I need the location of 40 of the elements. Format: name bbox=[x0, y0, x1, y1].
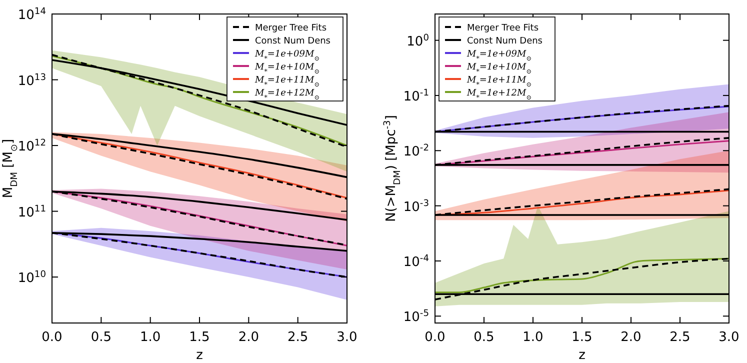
x-tick-label: 3.0 bbox=[336, 330, 358, 345]
x-tick-label: 2.0 bbox=[238, 330, 260, 345]
y-tick-label: 10$^{0}$ bbox=[406, 33, 430, 50]
x-tick-label: 2.0 bbox=[620, 330, 642, 345]
line-series bbox=[435, 258, 729, 294]
x-axis-title: z bbox=[578, 348, 586, 363]
y-tick-label: 10$^{-4}$ bbox=[403, 254, 430, 270]
x-tick-label: 1.0 bbox=[140, 330, 161, 345]
legend-label: M$_{*}$=1e+09M$_{⊙}$ bbox=[254, 50, 320, 62]
x-axis-title: z bbox=[196, 348, 204, 363]
y-tick-label: 10$^{14}$ bbox=[18, 7, 46, 23]
x-tick-label: 0.0 bbox=[42, 330, 62, 345]
x-tick-label: 2.5 bbox=[287, 330, 308, 345]
x-tick-label: 3.0 bbox=[718, 330, 740, 345]
y-tick-label: 10$^{-3}$ bbox=[403, 198, 430, 215]
legend-label: M$_{*}$=1e+11M$_{⊙}$ bbox=[254, 76, 320, 88]
legend-label: M$_{*}$=1e+12M$_{⊙}$ bbox=[254, 88, 320, 101]
y-tick-label: 10$^{13}$ bbox=[18, 72, 46, 89]
y-tick-label: 10$^{-1}$ bbox=[403, 88, 429, 104]
legend-label: Merger Tree Fits bbox=[467, 24, 539, 34]
y-tick-label: 10$^{-5}$ bbox=[403, 309, 429, 326]
legend-label: Merger Tree Fits bbox=[255, 24, 327, 34]
x-tick-label: 0.5 bbox=[474, 330, 494, 345]
y-tick-label: 10$^{11}$ bbox=[18, 204, 46, 220]
x-tick-label: 0.0 bbox=[424, 330, 446, 345]
legend-label: M$_{*}$=1e+10M$_{⊙}$ bbox=[466, 62, 532, 75]
x-tick-label: 1.5 bbox=[189, 330, 210, 345]
x-tick-label: 0.5 bbox=[90, 330, 112, 345]
x-tick-label: 2.5 bbox=[670, 330, 690, 345]
legend-label: M$_{*}$=1e+12M$_{⊙}$ bbox=[466, 88, 532, 101]
legend-label: M$_{*}$=1e+10M$_{⊙}$ bbox=[254, 62, 320, 75]
x-tick-label: 1.5 bbox=[572, 330, 592, 345]
x-tick-label: 1.0 bbox=[522, 330, 544, 345]
y-tick-label: 10$^{12}$ bbox=[18, 138, 46, 155]
y-tick-label: 10$^{10}$ bbox=[18, 270, 46, 286]
legend-label: Const Num Dens bbox=[467, 36, 543, 46]
legend-label: M$_{*}$=1e+11M$_{⊙}$ bbox=[466, 76, 532, 88]
legend-label: Const Num Dens bbox=[255, 36, 331, 46]
legend-label: M$_{*}$=1e+09M$_{⊙}$ bbox=[466, 50, 532, 62]
y-tick-label: 10$^{-2}$ bbox=[403, 144, 429, 160]
